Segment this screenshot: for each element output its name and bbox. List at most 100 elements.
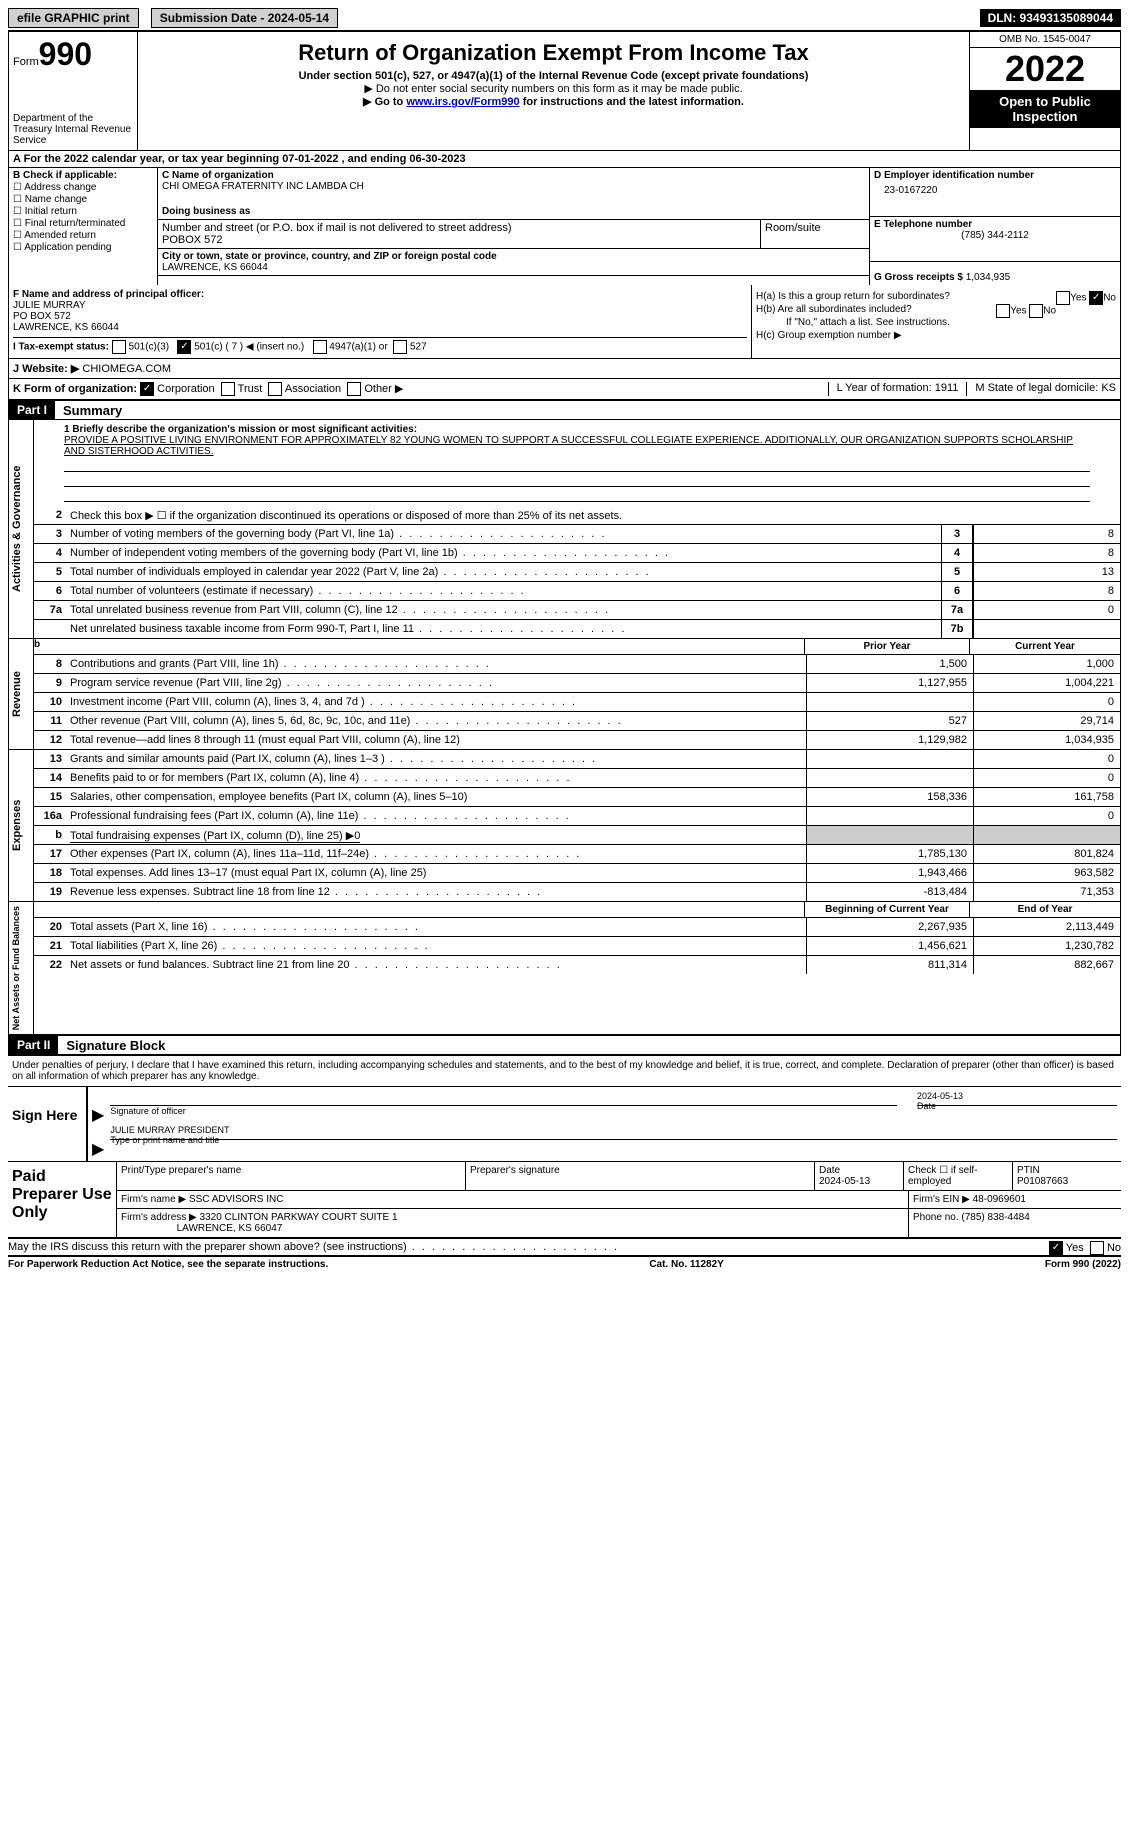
submission-date: Submission Date - 2024-05-14 <box>151 8 338 28</box>
state-domicile: M State of legal domicile: KS <box>966 382 1116 396</box>
line16b-py <box>806 826 973 844</box>
prep-date-label: Date <box>819 1165 840 1176</box>
row-j-website: J Website: ▶ CHIOMEGA.COM <box>8 359 1121 379</box>
line20-py: 2,267,935 <box>806 918 973 936</box>
city-value: LAWRENCE, KS 66044 <box>162 262 865 273</box>
footer-mid: Cat. No. 11282Y <box>649 1259 723 1270</box>
line22-cy: 882,667 <box>973 956 1120 974</box>
addr-label: Number and street (or P.O. box if mail i… <box>162 222 756 234</box>
cb-ha-yes[interactable] <box>1056 291 1070 305</box>
page-footer: For Paperwork Reduction Act Notice, see … <box>8 1257 1121 1272</box>
subtitle-3: ▶ Go to www.irs.gov/Form990 for instruct… <box>142 95 965 108</box>
cb-assoc[interactable] <box>268 382 282 396</box>
officer-addr2: LAWRENCE, KS 66044 <box>13 322 747 333</box>
line8-desc: Contributions and grants (Part VIII, lin… <box>68 658 806 670</box>
cb-4947[interactable] <box>313 340 327 354</box>
tel-label: E Telephone number <box>874 219 1116 230</box>
firm-name: SSC ADVISORS INC <box>189 1194 283 1205</box>
firm-ein-label: Firm's EIN ▶ <box>913 1194 970 1205</box>
summary-governance: Activities & Governance 1 Briefly descri… <box>8 420 1121 639</box>
dept-label: Department of the Treasury Internal Reve… <box>13 113 133 146</box>
cb-501c3[interactable] <box>112 340 126 354</box>
cb-amended-return[interactable]: ☐ Amended return <box>13 230 153 241</box>
cb-discuss-no[interactable] <box>1090 1241 1104 1255</box>
addr-value: POBOX 572 <box>162 234 756 246</box>
form-header: Form990 Department of the Treasury Inter… <box>8 30 1121 151</box>
line16a-cy: 0 <box>973 807 1120 825</box>
irs-link[interactable]: www.irs.gov/Form990 <box>406 96 519 108</box>
prep-self-employed[interactable]: Check ☐ if self-employed <box>904 1162 1013 1190</box>
line16b-cy <box>973 826 1120 844</box>
line20-cy: 2,113,449 <box>973 918 1120 936</box>
line15-desc: Salaries, other compensation, employee b… <box>68 791 806 803</box>
line22-py: 811,314 <box>806 956 973 974</box>
sign-here-label: Sign Here <box>8 1087 86 1161</box>
tax-year: 2022 <box>970 48 1120 90</box>
line9-py: 1,127,955 <box>806 674 973 692</box>
cb-initial-return[interactable]: ☐ Initial return <box>13 206 153 217</box>
cb-527[interactable] <box>393 340 407 354</box>
firm-name-label: Firm's name ▶ <box>121 1194 186 1205</box>
line18-cy: 963,582 <box>973 864 1120 882</box>
line16a-py <box>806 807 973 825</box>
cb-final-return[interactable]: ☐ Final return/terminated <box>13 218 153 229</box>
cb-501c[interactable] <box>177 340 191 354</box>
mission-text: PROVIDE A POSITIVE LIVING ENVIRONMENT FO… <box>64 435 1090 457</box>
form-title: Return of Organization Exempt From Incom… <box>142 40 965 66</box>
line12-py: 1,129,982 <box>806 731 973 749</box>
prep-name-label: Print/Type preparer's name <box>117 1162 466 1190</box>
line2: Check this box ▶ ☐ if the organization d… <box>68 509 1120 522</box>
footer-right: Form 990 (2022) <box>1045 1259 1121 1270</box>
line6-val: 8 <box>973 582 1120 600</box>
prep-sig-label: Preparer's signature <box>466 1162 815 1190</box>
row-a-tax-year: A For the 2022 calendar year, or tax yea… <box>8 151 1121 168</box>
year-formation: L Year of formation: 1911 <box>828 382 959 396</box>
firm-addr2: LAWRENCE, KS 66047 <box>177 1223 283 1234</box>
line14-cy: 0 <box>973 769 1120 787</box>
line3-val: 8 <box>973 525 1120 543</box>
line8-cy: 1,000 <box>973 655 1120 673</box>
officer-print-name: JULIE MURRAY PRESIDENT <box>110 1125 1117 1135</box>
ptin-label: PTIN <box>1017 1165 1040 1176</box>
cb-application-pending[interactable]: ☐ Application pending <box>13 242 153 253</box>
cb-corp[interactable] <box>140 382 154 396</box>
cb-address-change[interactable]: ☐ Address change <box>13 182 153 193</box>
hdr-prior-year: Prior Year <box>804 639 969 654</box>
line4-val: 8 <box>973 544 1120 562</box>
room-label: Room/suite <box>765 222 865 234</box>
line10-py <box>806 693 973 711</box>
section-f-h: F Name and address of principal officer:… <box>8 285 1121 359</box>
line3-desc: Number of voting members of the governin… <box>68 528 941 540</box>
line19-py: -813,484 <box>806 883 973 901</box>
org-name: CHI OMEGA FRATERNITY INC LAMBDA CH <box>162 181 865 192</box>
cb-other[interactable] <box>347 382 361 396</box>
subtitle-1: Under section 501(c), 527, or 4947(a)(1)… <box>142 70 965 82</box>
cb-hb-yes[interactable] <box>996 304 1010 318</box>
cb-trust[interactable] <box>221 382 235 396</box>
line18-desc: Total expenses. Add lines 13–17 (must eq… <box>68 867 806 879</box>
footer-left: For Paperwork Reduction Act Notice, see … <box>8 1259 328 1270</box>
line17-cy: 801,824 <box>973 845 1120 863</box>
gross-label: G Gross receipts $ <box>874 272 963 283</box>
part2-header: Part II Signature Block <box>8 1035 1121 1055</box>
summary-revenue: Revenue bPrior YearCurrent Year 8Contrib… <box>8 639 1121 750</box>
hb-subordinates: H(b) Are all subordinates included? Yes … <box>756 304 1116 315</box>
cb-ha-no[interactable] <box>1089 291 1103 305</box>
cb-discuss-yes[interactable] <box>1049 1241 1063 1255</box>
efile-print-btn[interactable]: efile GRAPHIC print <box>8 8 139 28</box>
line11-py: 527 <box>806 712 973 730</box>
inspection-label: Open to Public Inspection <box>970 90 1120 128</box>
line10-desc: Investment income (Part VIII, column (A)… <box>68 696 806 708</box>
header-block-bcd: B Check if applicable: ☐ Address change … <box>8 168 1121 285</box>
subtitle-2: ▶ Do not enter social security numbers o… <box>142 82 965 95</box>
cb-name-change[interactable]: ☐ Name change <box>13 194 153 205</box>
line19-desc: Revenue less expenses. Subtract line 18 … <box>68 886 806 898</box>
summary-expenses: Expenses 13Grants and similar amounts pa… <box>8 750 1121 902</box>
arrow-icon: ▶ <box>92 1139 104 1159</box>
firm-phone-label: Phone no. <box>913 1212 959 1223</box>
vlabel-revenue: Revenue <box>9 639 34 749</box>
line9-cy: 1,004,221 <box>973 674 1120 692</box>
line14-desc: Benefits paid to or for members (Part IX… <box>68 772 806 784</box>
cb-hb-no[interactable] <box>1029 304 1043 318</box>
hdr-end-year: End of Year <box>969 902 1120 917</box>
